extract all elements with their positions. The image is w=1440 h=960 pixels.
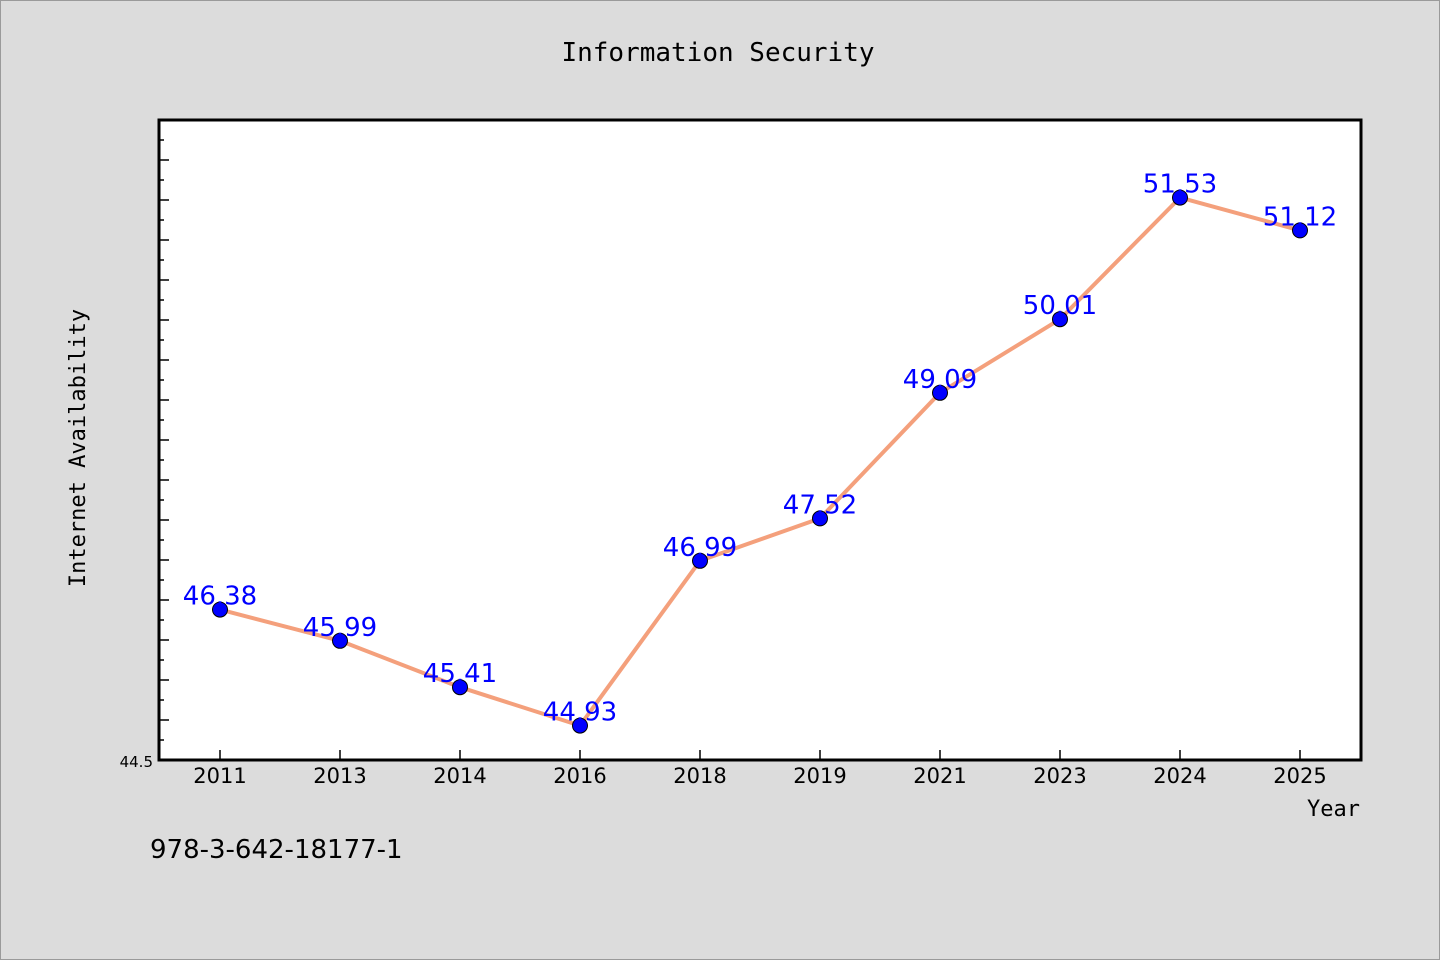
data-label: 47.52 [783,490,857,520]
data-point [572,717,588,734]
series-line [219,195,1301,728]
data-labels: 46.38 45.99 45.41 44.93 46.99 47.52 49.09 50.01… [183,170,1337,728]
data-label: 51.53 [1143,170,1217,200]
x-tick-label: 2025 [1273,764,1326,788]
x-tick-label: 2016 [553,764,606,788]
x-tick-label: 2018 [673,764,726,788]
chart-title: Information Security [561,38,874,68]
data-label: 45.99 [303,613,377,643]
data-point [212,601,228,618]
data-label: 45.41 [423,659,497,689]
data-label: 51.12 [1263,202,1337,232]
x-axis-ticks [219,750,1301,760]
y-tick-label: 44.5 [120,753,153,771]
data-label: 44.93 [543,698,617,728]
x-tick-label: 2013 [313,764,366,788]
data-point [1052,311,1068,328]
data-label: 46.99 [663,533,737,563]
data-label: 49.09 [903,365,977,395]
plot-area [159,120,1361,760]
data-label: 50.01 [1023,291,1097,321]
data-point [1292,222,1308,239]
x-tick-label: 2014 [433,764,486,788]
x-tick-label: 2011 [193,764,246,788]
footnote-isbn: 978-3-642-18177-1 [150,835,403,865]
data-point [812,510,828,527]
data-point [692,552,708,569]
y-axis-label: Internet Availability [66,309,91,587]
plot-border [157,118,1363,762]
data-point [932,384,948,401]
data-point [1172,189,1188,206]
x-tick-label: 2019 [793,764,846,788]
data-point [332,632,348,649]
data-label: 46.38 [183,582,257,612]
x-axis-tick-labels: 2011 2013 2014 2016 2018 2019 2021 2023 2024 2025 [193,764,1326,788]
x-axis-label: Year [1307,797,1360,822]
x-tick-label: 2023 [1033,764,1086,788]
series-markers [212,189,1308,734]
x-tick-label: 2024 [1153,764,1206,788]
data-point [452,679,468,696]
x-tick-label: 2021 [913,764,966,788]
